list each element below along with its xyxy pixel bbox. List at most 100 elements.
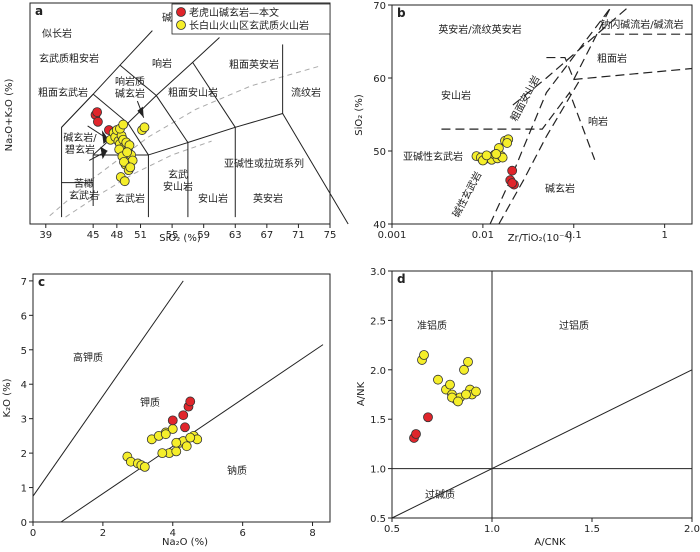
yellow-point	[471, 386, 481, 397]
y-tick-label: 2.0	[370, 366, 386, 377]
y-axis-label: K₂O (%)	[2, 378, 13, 417]
y-tick-label: 70	[373, 1, 386, 12]
yellow-point	[171, 437, 182, 448]
x-axis-label: SiO₂ (%)	[159, 233, 201, 244]
legend-entry: 老虎山碱玄岩—本文	[189, 6, 279, 19]
yellow-point	[122, 147, 133, 158]
x-tick-label: 63	[229, 230, 242, 241]
alkaline-divider-curve	[49, 66, 319, 217]
red-point	[507, 165, 518, 176]
x-axis-label: Zr/TiO₂(10⁻⁴)	[508, 233, 573, 244]
x-tick-label: 6	[239, 528, 245, 539]
field-label-13: 玄武	[168, 168, 188, 181]
x-tick-label: 55	[166, 230, 179, 241]
arrow-head	[137, 106, 144, 118]
x-tick-label: 1.0	[484, 524, 500, 535]
field-label-7: 粗面安山岩	[168, 86, 218, 99]
field-label-0: 英安岩/流纹英安岩	[438, 23, 521, 36]
field-label-11: 苦橄	[74, 177, 94, 190]
y-tick-label: 7	[21, 277, 27, 288]
y-tick-label: 2.5	[370, 316, 386, 327]
field-boundary-5	[509, 8, 627, 108]
field-label-5: 粗面玄武岩	[38, 86, 88, 99]
x-tick-label: 0.01	[472, 230, 494, 241]
field-label-4: 粗面英安岩	[229, 58, 279, 71]
x-tick-label: 8	[309, 528, 315, 539]
x-tick-label: 1	[661, 230, 667, 241]
yellow-point	[125, 162, 136, 173]
yellow-point	[185, 432, 196, 443]
x-tick-label: 67	[260, 230, 273, 241]
x-tick-label: 75	[324, 230, 337, 241]
legend-frame	[171, 3, 331, 35]
red-point	[167, 415, 178, 426]
red-point	[185, 396, 196, 407]
chart-d: d 0.5 1.0 1.5 2.0 0.5 1.0 1.5 2.0 2.5 3.0 A/CNK A/NK…	[356, 267, 700, 548]
y-tick-label: 1	[21, 484, 27, 495]
arrow-head	[100, 146, 108, 160]
x-tick-label: 2	[100, 528, 106, 539]
red-point	[507, 178, 518, 189]
boundary-diagonal	[391, 369, 693, 519]
legend-entry: 长白山火山区玄武质火山岩	[189, 19, 309, 32]
x-tick-label: 71	[292, 230, 305, 241]
y-tick-label: 5	[21, 346, 27, 357]
field-label-15: 英安岩	[253, 192, 283, 205]
x-tick-label: 1.5	[584, 524, 600, 535]
plot-frame	[391, 4, 693, 225]
field-label-3: 安山岩	[441, 89, 471, 102]
panel-label: d	[397, 272, 406, 286]
y-tick-label: 4	[21, 380, 27, 391]
field-label-14: 安山岩	[198, 192, 228, 205]
x-tick-label: 45	[87, 230, 100, 241]
field-label-1: 过铝质	[559, 319, 589, 332]
yellow-point	[459, 364, 469, 375]
field-label-1: 钾质	[140, 396, 160, 409]
x-tick-label: 51	[134, 230, 147, 241]
plot-frame	[29, 2, 331, 225]
yellow-point	[419, 350, 429, 360]
y-tick-label: 2	[21, 449, 27, 460]
x-axis-label: A/CNK	[534, 537, 566, 548]
field-label-0: 似长岩	[42, 27, 72, 40]
field-boundary-11	[61, 30, 153, 128]
y-axis-label: SiO₂ (%)	[354, 94, 365, 136]
y-axis-label: A/NK	[356, 381, 367, 406]
yellow-point	[481, 150, 492, 161]
red-point	[92, 107, 103, 118]
y-tick-label: 6	[21, 311, 27, 322]
yellow-point	[157, 448, 168, 459]
field-boundary-9	[192, 62, 236, 128]
yellow-point	[139, 122, 150, 133]
yellow-point	[139, 461, 150, 472]
field-boundary-0	[489, 8, 611, 225]
yellow-point	[445, 379, 455, 390]
yellow-point	[181, 441, 192, 452]
field-boundary-12	[92, 93, 129, 124]
yellow-point	[461, 389, 471, 400]
field-label-1: 钠闪碱流岩/碱流岩	[600, 18, 683, 31]
field-boundary-7	[127, 122, 149, 156]
y-tick-label: 50	[373, 147, 386, 158]
yellow-point	[119, 176, 130, 187]
yellow-point	[160, 429, 171, 440]
yellow-point	[463, 356, 473, 367]
field-label-9: 碱玄岩/	[63, 131, 97, 144]
x-tick-label: 0	[30, 528, 36, 539]
chart-a: a 39 45 48 51 55 59 63 67 71 75 SiO₂ (%) Na₂O+K₂O (%…	[4, 2, 349, 244]
field-label-1: 玄武质粗安岩	[39, 52, 99, 65]
plot-frame	[32, 273, 331, 523]
x-tick-label: 48	[110, 230, 123, 241]
yellow-point	[171, 446, 182, 457]
y-tick-label: 1.5	[370, 415, 386, 426]
field-label-9b: 碧玄岩	[65, 143, 95, 156]
red-point	[411, 429, 421, 439]
field-label-2: 过碱质	[425, 488, 455, 501]
field-label-5: 响岩	[588, 115, 608, 128]
y-axis-label: Na₂O+K₂O (%)	[4, 79, 15, 152]
field-label-11b: 玄武岩	[69, 189, 99, 202]
field-label-13b: 安山岩	[163, 180, 193, 193]
field-label-12: 玄武岩	[115, 192, 145, 205]
